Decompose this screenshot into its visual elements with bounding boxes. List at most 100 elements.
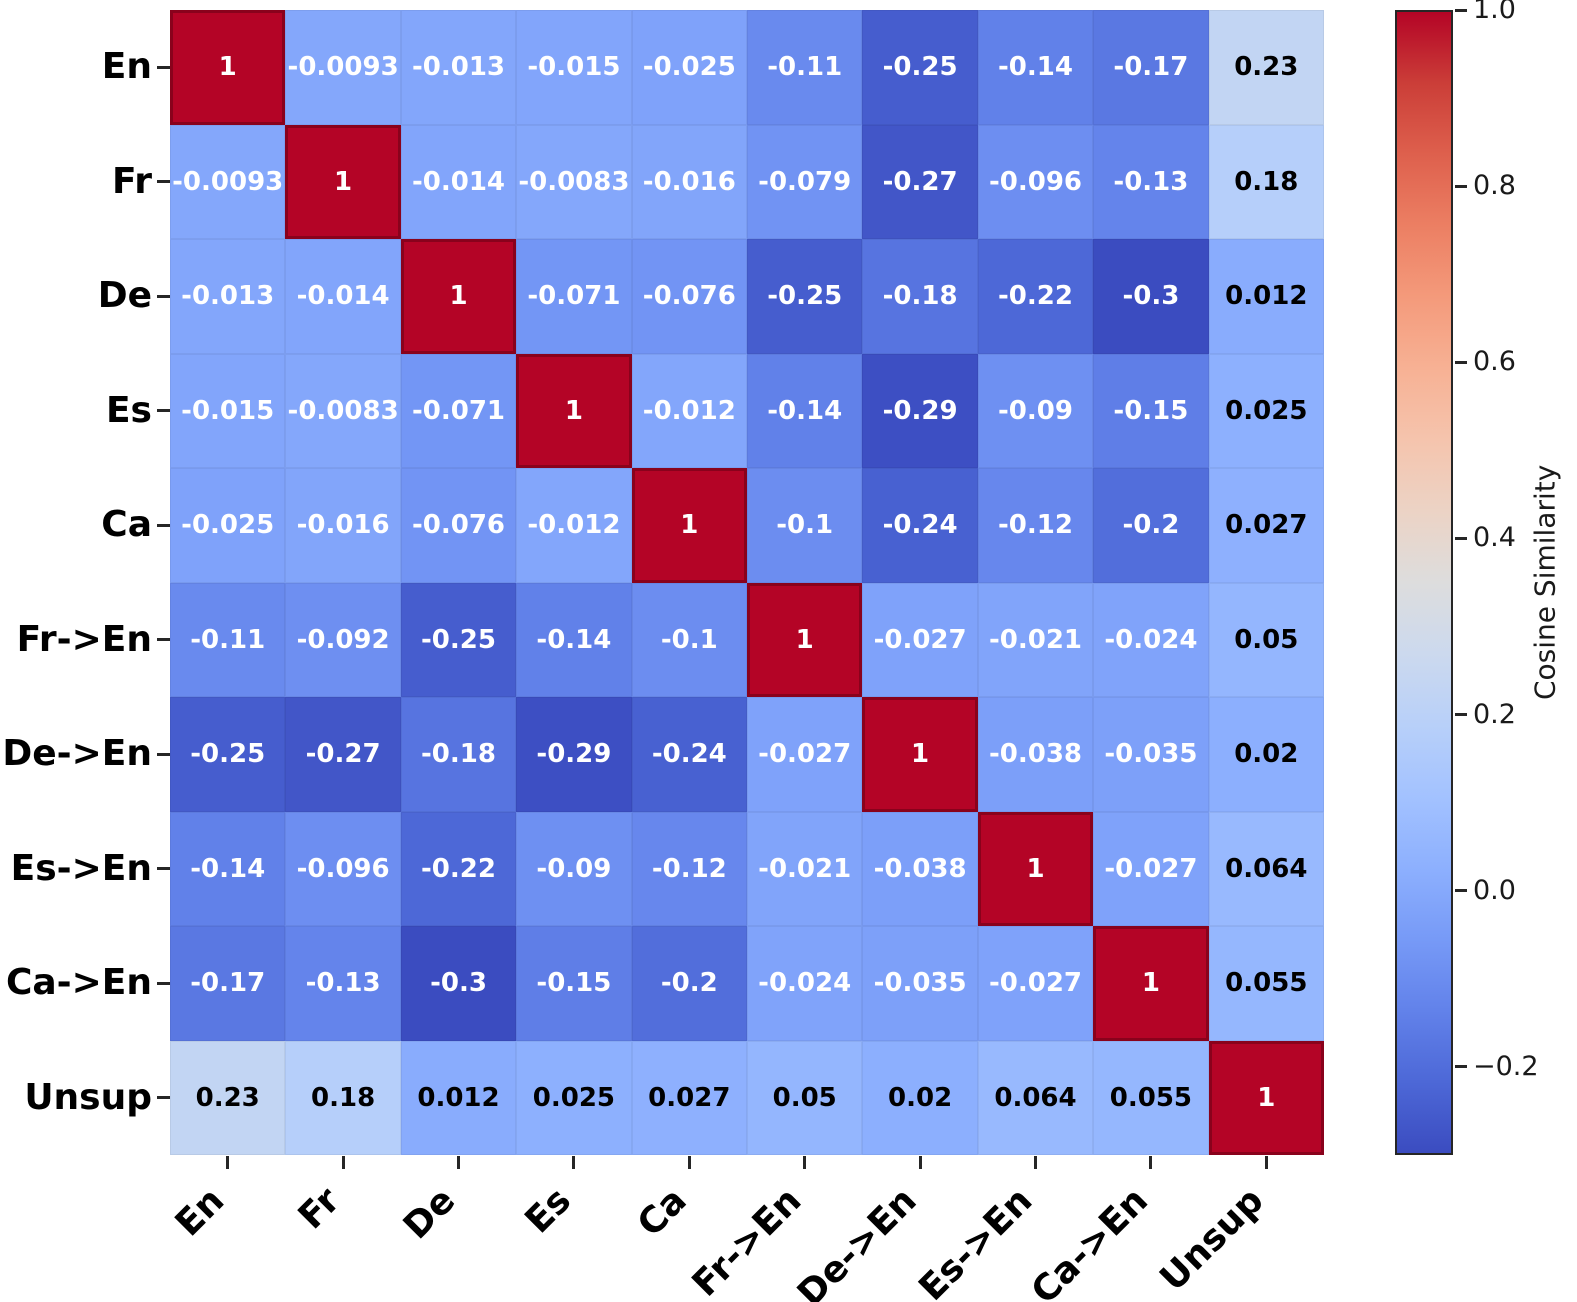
heatmap-cell-fr-en: -0.0093 xyxy=(170,124,286,239)
heatmap-cell-unsup-fr: 0.18 xyxy=(285,1040,401,1155)
heatmap-cell-en-de: -0.013 xyxy=(400,10,517,125)
heatmap-cell-unsup-unsup: 1 xyxy=(1208,1040,1324,1155)
heatmap-cell-es-ca-en: -0.15 xyxy=(1093,353,1209,468)
heatmap-cell-de-en-en: -0.25 xyxy=(170,697,286,812)
heatmap-cell-de-fr: -0.014 xyxy=(285,239,401,354)
colorbar-tick-label: −0.2 xyxy=(1473,1050,1539,1082)
heatmap-cell-fr-unsup: 0.18 xyxy=(1208,124,1324,239)
heatmap-cell-fr-en-fr: -0.092 xyxy=(285,582,401,697)
y-tick-mark xyxy=(157,981,170,985)
heatmap-cell-es-en-de-en: -0.038 xyxy=(862,811,978,926)
heatmap-cell-fr-fr-en: -0.079 xyxy=(747,124,863,239)
heatmap-cell-es-en-ca-en: -0.027 xyxy=(1093,811,1209,926)
colorbar-tick-mark xyxy=(1455,889,1467,893)
heatmap-cell-ca-en-ca-en: 1 xyxy=(1093,926,1209,1041)
colorbar-tick-mark xyxy=(1455,184,1467,188)
y-tick-label-ca-en: Ca->En xyxy=(5,962,152,1004)
y-tick-mark xyxy=(157,409,170,413)
heatmap-cell-es-en-fr-en: -0.021 xyxy=(747,811,863,926)
heatmap-cell-fr-es: -0.0083 xyxy=(516,124,632,239)
y-tick-mark xyxy=(157,867,170,871)
heatmap-cell-es-es-en: -0.09 xyxy=(977,353,1094,468)
heatmap-cell-es-en-ca: -0.12 xyxy=(631,811,747,926)
x-tick-label-es: Es xyxy=(517,1180,579,1242)
heatmap-cell-es-de: -0.071 xyxy=(400,353,517,468)
heatmap-cell-de-en-ca-en: -0.035 xyxy=(1093,697,1209,812)
heatmap-cell-de-en-fr-en: -0.027 xyxy=(747,697,863,812)
heatmap-cell-de-ca: -0.076 xyxy=(631,239,747,354)
heatmap-cell-es-en-en: -0.14 xyxy=(170,811,286,926)
heatmap-cell-unsup-de: 0.012 xyxy=(400,1040,517,1155)
heatmap-cell-en-fr: -0.0093 xyxy=(285,10,401,125)
heatmap-cell-de-en-es: -0.29 xyxy=(516,697,632,812)
heatmap-cell-en-unsup: 0.23 xyxy=(1208,10,1324,125)
colorbar-tick-mark xyxy=(1455,8,1467,12)
y-tick-mark xyxy=(157,523,170,527)
heatmap-cell-ca-fr: -0.016 xyxy=(285,468,401,583)
x-tick-label-fr: Fr xyxy=(290,1180,349,1238)
heatmap-cell-ca-en-es: -0.15 xyxy=(516,926,632,1041)
heatmap-cell-fr-en-es-en: -0.021 xyxy=(977,582,1094,697)
heatmap-cell-de-es-en: -0.22 xyxy=(977,239,1094,354)
heatmap-cell-de-en: -0.013 xyxy=(170,239,286,354)
heatmap-cell-de-ca-en: -0.3 xyxy=(1093,239,1209,354)
x-tick-mark xyxy=(687,1156,691,1169)
x-tick-mark xyxy=(226,1156,230,1169)
heatmap-cell-es-de-en: -0.29 xyxy=(862,353,978,468)
heatmap-cell-unsup-ca-en: 0.055 xyxy=(1093,1040,1209,1155)
heatmap-cell-fr-en-es: -0.14 xyxy=(516,582,632,697)
colorbar-tick-mark xyxy=(1455,1065,1467,1069)
heatmap-cell-en-de-en: -0.25 xyxy=(862,10,978,125)
x-tick-mark xyxy=(803,1156,807,1169)
y-tick-mark xyxy=(157,180,170,184)
colorbar xyxy=(1395,10,1453,1155)
colorbar-tick-mark xyxy=(1455,713,1467,717)
y-tick-mark xyxy=(157,1096,170,1100)
y-tick-label-unsup: Unsup xyxy=(24,1076,152,1118)
heatmap-cell-ca-en-fr: -0.13 xyxy=(285,926,401,1041)
colorbar-tick-label: 0.6 xyxy=(1473,346,1516,378)
colorbar-axis-label: Cosine Similarity xyxy=(1528,464,1562,701)
heatmap-cell-fr-en-de-en: -0.027 xyxy=(862,582,978,697)
colorbar-tick-label: 0.4 xyxy=(1473,522,1516,554)
x-tick-mark xyxy=(918,1156,922,1169)
heatmap-cell-de-en-es-en: -0.038 xyxy=(977,697,1094,812)
heatmap-cell-ca-ca: 1 xyxy=(631,468,747,583)
x-tick-mark xyxy=(1264,1156,1268,1169)
heatmap-cell-ca-fr-en: -0.1 xyxy=(747,468,863,583)
x-tick-mark xyxy=(1034,1156,1037,1169)
heatmap-cell-en-en: 1 xyxy=(170,10,286,125)
heatmap-cell-es-en-unsup: 0.064 xyxy=(1208,811,1324,926)
heatmap-cell-ca-en-fr-en: -0.024 xyxy=(747,926,863,1041)
heatmap-cell-fr-en-en: -0.11 xyxy=(170,582,286,697)
heatmap-cell-es-unsup: 0.025 xyxy=(1208,353,1324,468)
x-tick-label-ca: Ca xyxy=(629,1180,695,1245)
x-tick-label-de-en: De->En xyxy=(790,1180,926,1302)
heatmap-cell-ca-unsup: 0.027 xyxy=(1208,468,1324,583)
heatmap-cell-en-fr-en: -0.11 xyxy=(747,10,863,125)
heatmap-cell-ca-en-es-en: -0.027 xyxy=(977,926,1094,1041)
y-tick-label-es-en: Es->En xyxy=(10,847,152,889)
y-tick-label-de: De xyxy=(97,275,152,317)
heatmap-cell-fr-en-unsup: 0.05 xyxy=(1208,582,1324,697)
heatmap-cell-en-es-en: -0.14 xyxy=(977,10,1094,125)
heatmap-cell-de-es: -0.071 xyxy=(516,239,632,354)
heatmap-cell-ca-de: -0.076 xyxy=(400,468,517,583)
colorbar-tick-mark xyxy=(1455,360,1467,364)
heatmap-cell-ca-en-de-en: -0.035 xyxy=(862,926,978,1041)
heatmap-cell-en-es: -0.015 xyxy=(516,10,632,125)
heatmap-cell-es-es: 1 xyxy=(516,353,632,468)
heatmap-cell-fr-de: -0.014 xyxy=(400,124,517,239)
x-tick-label-de: De xyxy=(396,1180,464,1248)
heatmap-cell-fr-en-ca: -0.1 xyxy=(631,582,747,697)
heatmap-cell-unsup-es-en: 0.064 xyxy=(977,1040,1094,1155)
x-tick-mark xyxy=(341,1156,345,1169)
y-tick-label-fr-en: Fr->En xyxy=(16,618,152,660)
y-tick-mark xyxy=(157,638,170,642)
heatmap-cell-de-unsup: 0.012 xyxy=(1208,239,1324,354)
heatmap-cell-ca-en-en: -0.17 xyxy=(170,926,286,1041)
heatmap-cell-de-en-de: -0.18 xyxy=(400,697,517,812)
heatmap-cell-de-en-unsup: 0.02 xyxy=(1208,697,1324,812)
heatmap-cell-en-ca-en: -0.17 xyxy=(1093,10,1209,125)
